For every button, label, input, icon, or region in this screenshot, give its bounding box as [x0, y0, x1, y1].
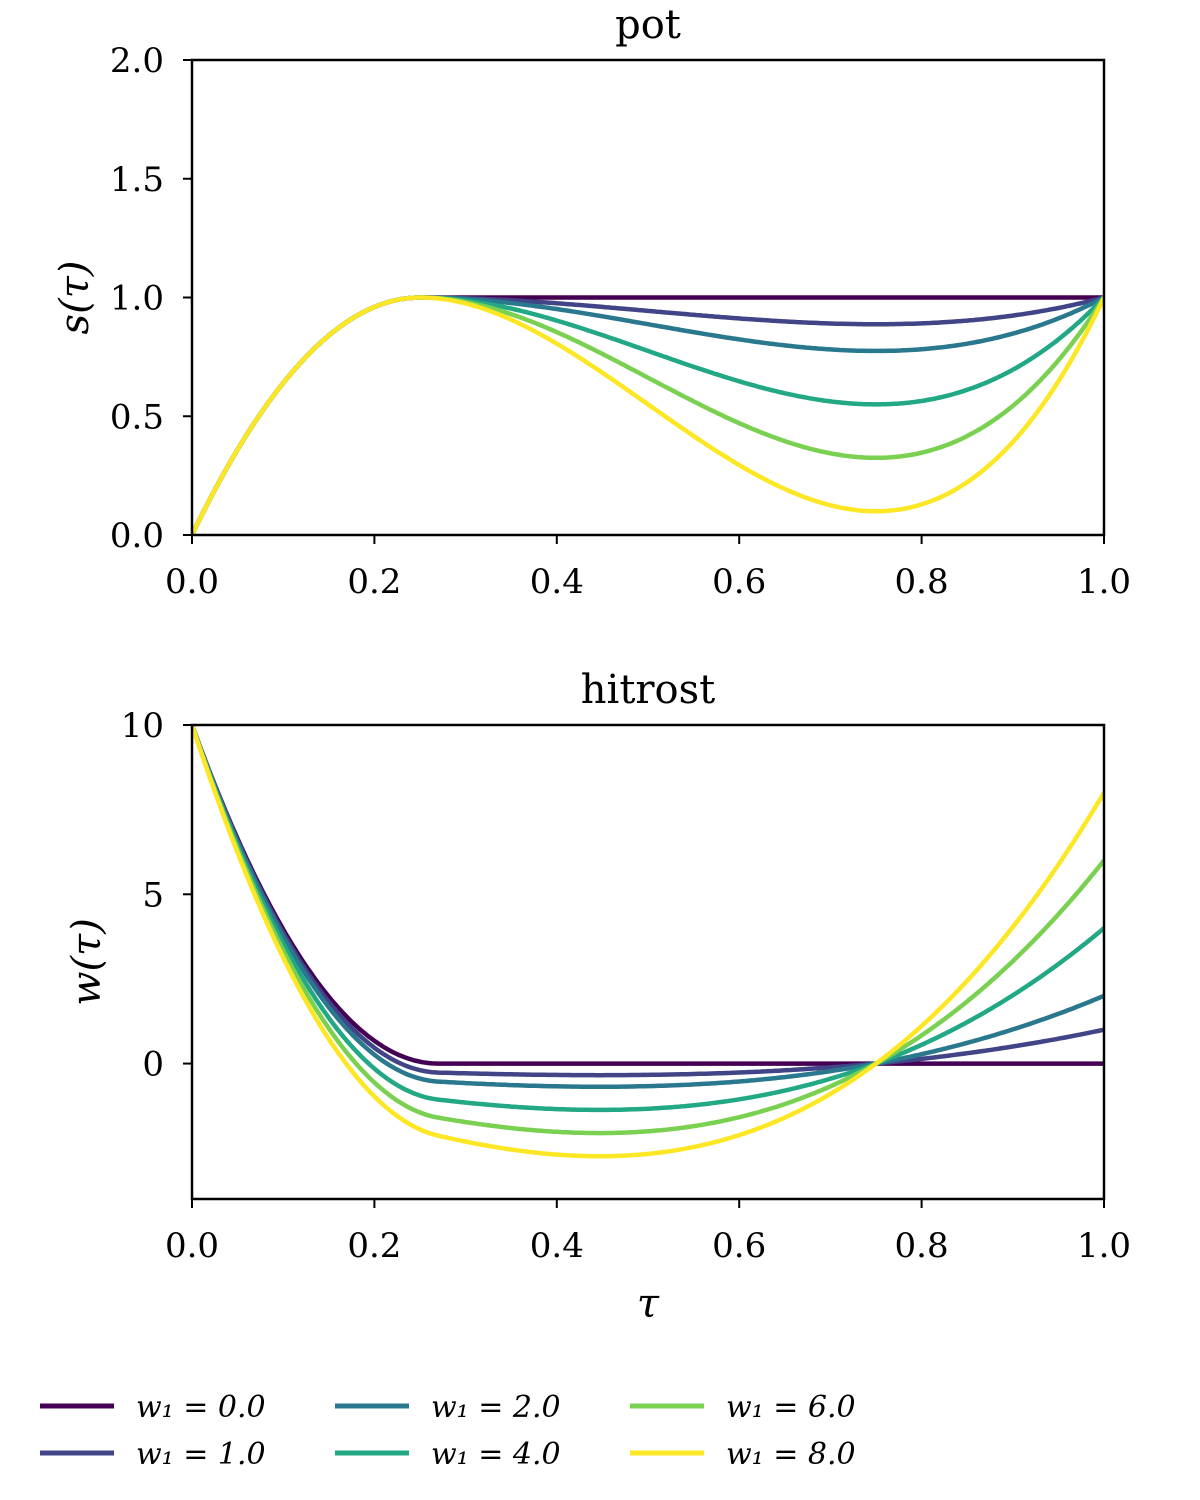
x-tick-label: 1.0: [1077, 562, 1131, 602]
subplot-hitrost: 0.0 0.2 0.4 0.6 0.8 1.0 0 5 10 hitrost w(τ) τ: [64, 667, 1131, 1327]
series-line-w1-8: [192, 295, 1104, 535]
x-tick-label: 0.8: [895, 562, 949, 602]
legend-entry: w₁ = 2.0: [335, 1390, 561, 1425]
legend-entry: w₁ = 6.0: [630, 1390, 856, 1425]
y-tick-label: 5: [142, 875, 164, 915]
y-tick-label: 0: [142, 1045, 164, 1085]
y-axis-label: w(τ): [64, 918, 110, 1006]
x-axis-label: τ: [637, 1281, 660, 1327]
x-tick-label: 0.2: [347, 562, 401, 602]
x-tick-label: 0.0: [165, 1226, 219, 1266]
legend-entry: w₁ = 1.0: [40, 1437, 266, 1472]
x-tick-label: 1.0: [1077, 1226, 1131, 1266]
y-tick-label: 2.0: [110, 41, 164, 81]
series-line-w1-8: [192, 725, 1104, 1159]
subplot-title: hitrost: [581, 667, 715, 713]
legend-label: w₁ = 8.0: [726, 1437, 856, 1472]
legend-label: w₁ = 4.0: [431, 1437, 561, 1472]
series-line-w1-0: [192, 725, 1104, 1066]
y-tick-label: 0.0: [110, 516, 164, 556]
legend-entry: w₁ = 8.0: [630, 1437, 856, 1472]
axes-frame: [190, 723, 1106, 1201]
x-tick-label: 0.0: [165, 562, 219, 602]
legend-entry: w₁ = 0.0: [40, 1390, 266, 1425]
subplot-pot: 0.0 0.2 0.4 0.6 0.8 1.0 0.0 0.5 1.0 1.5 2.0 pot s(τ): [52, 2, 1131, 602]
series-line-w1-2: [192, 725, 1104, 1089]
legend-label: w₁ = 6.0: [726, 1390, 856, 1425]
x-tick-label: 0.2: [347, 1226, 401, 1266]
x-tick-label: 0.6: [712, 562, 766, 602]
series-line-w1-6: [192, 725, 1104, 1136]
legend-label: w₁ = 0.0: [136, 1390, 266, 1425]
y-tick-label: 1.0: [110, 279, 164, 319]
legend-label: w₁ = 1.0: [136, 1437, 266, 1472]
x-tick-label: 0.8: [895, 1226, 949, 1266]
y-tick-label: 1.5: [110, 160, 164, 200]
y-tick-label: 10: [121, 706, 164, 746]
x-tick-label: 0.4: [530, 1226, 584, 1266]
y-tick-label: 0.5: [110, 397, 164, 437]
series-line-w1-1: [192, 725, 1104, 1078]
series-line-w1-4: [192, 725, 1104, 1113]
legend: w₁ = 0.0 w₁ = 1.0 w₁ = 2.0 w₁ = 4.0 w₁ = 6.0…: [40, 1390, 856, 1472]
x-tick-label: 0.6: [712, 1226, 766, 1266]
legend-label: w₁ = 2.0: [431, 1390, 561, 1425]
subplot-title: pot: [615, 2, 681, 48]
y-axis-label: s(τ): [52, 261, 98, 335]
legend-entry: w₁ = 4.0: [335, 1437, 561, 1472]
x-tick-label: 0.4: [530, 562, 584, 602]
